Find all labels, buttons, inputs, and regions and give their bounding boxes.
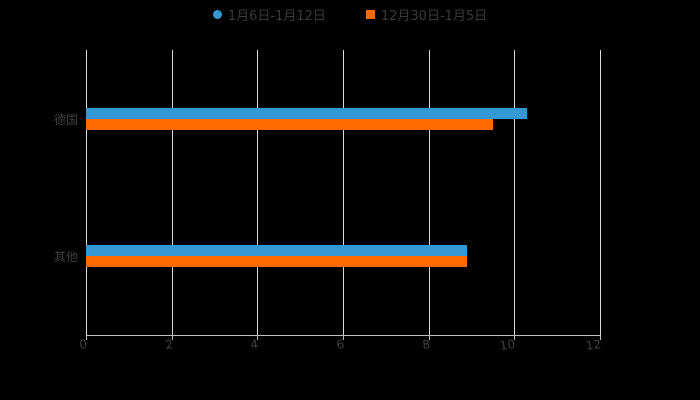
x-tick-label: 10 — [499, 337, 517, 353]
x-tick-label: 2 — [164, 337, 174, 352]
axis-tick — [171, 335, 173, 340]
gridline — [514, 50, 516, 335]
bar-2[interactable] — [86, 119, 493, 130]
x-tick-label: 0 — [78, 337, 88, 352]
legend-label: 12月30日-1月5日 — [380, 8, 488, 24]
axis-tick — [343, 335, 344, 340]
x-tick-label: 8 — [421, 337, 431, 352]
legend-item-series-1[interactable]: 1月6日-1月12日 — [212, 5, 326, 24]
bar-1[interactable] — [86, 245, 468, 256]
axis-tick — [86, 335, 87, 340]
gridline — [343, 50, 344, 335]
gridline — [428, 50, 430, 335]
legend-label: 1月6日-1月12日 — [227, 8, 326, 24]
x-tick-label: 6 — [335, 337, 345, 352]
legend-circle-icon — [212, 9, 222, 19]
gridline — [86, 50, 87, 335]
gridline — [600, 50, 601, 335]
axis-tick — [428, 335, 430, 340]
x-tick-label: 12 — [584, 337, 602, 353]
gridline — [257, 50, 259, 335]
chart-legend: 1月6日-1月12日 12月30日-1月5日 — [0, 4, 700, 24]
category-label: 其他 — [53, 250, 78, 264]
axis-tick — [600, 335, 601, 340]
axis-tick — [514, 335, 516, 340]
bar-2[interactable] — [86, 256, 468, 267]
legend-square-icon — [365, 9, 375, 19]
category-label: 德国 — [53, 113, 78, 127]
x-tick-label: 4 — [249, 337, 260, 352]
axis-tick — [257, 335, 259, 340]
x-axis-line — [86, 335, 600, 336]
bar-1[interactable] — [86, 108, 528, 119]
legend-item-series-2[interactable]: 12月30日-1月5日 — [365, 5, 488, 24]
gridline — [171, 50, 173, 335]
